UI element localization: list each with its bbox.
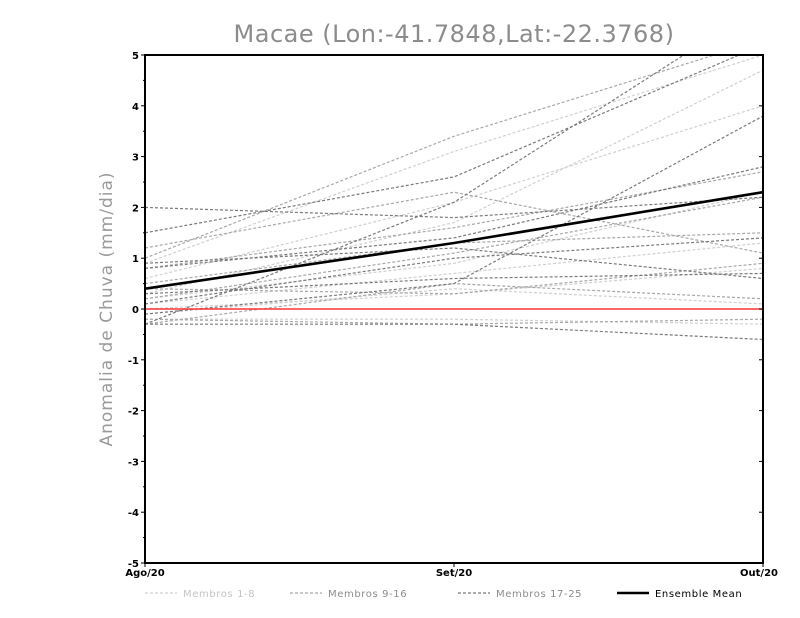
member-line-9 [145,55,717,259]
member-line-5 [145,267,763,310]
x-axis-ticks: Ago/20 Set/20 Out/20 [125,563,778,579]
legend: Membros 1-8 Membros 9-16 Membros 17-25 Ense… [145,589,742,600]
y-tick-label: -3 [128,457,139,468]
member-line-2 [145,69,763,295]
member-line-10 [145,171,763,269]
y-axis-ticks: -5 -4 -3 -2 -1 0 1 2 3 4 5 [128,51,763,570]
legend-label: Ensemble Mean [655,589,742,600]
legend-label: Membros 1-8 [183,589,255,600]
member-line-7 [145,105,763,280]
member-line-23 [145,272,763,295]
legend-label: Membros 17-25 [496,589,582,600]
member-line-8 [145,318,763,325]
legend-label: Membros 9-16 [328,589,407,600]
y-tick-label: -1 [128,356,139,367]
y-tick-label: -5 [128,559,139,570]
y-tick-label: -4 [128,508,139,519]
x-tick-label: Set/20 [436,568,472,579]
y-tick-label: 5 [132,51,139,62]
member-line-17 [145,196,763,219]
y-tick-label: 0 [132,305,139,316]
y-tick-label: 1 [132,254,139,265]
member-line-22 [145,115,763,315]
x-tick-label: Out/20 [740,568,778,579]
member-line-11 [145,196,763,300]
member-line-16 [145,318,763,325]
y-tick-label: -2 [128,407,139,418]
series-layer [145,55,763,341]
member-line-13 [145,262,763,295]
member-line-20 [145,166,763,269]
y-tick-label: 2 [132,203,139,214]
member-line-24 [145,323,763,341]
member-line-19 [145,55,685,325]
x-tick-label: Ago/20 [125,568,164,579]
member-line-21 [145,247,763,280]
y-tick-label: 3 [132,153,139,164]
member-line-4 [145,242,763,305]
y-axis-label: Anomalia de Chuva (mm/dia) [97,171,117,446]
chart-title: Macae (Lon:-41.7848,Lat:-22.3768) [234,20,675,48]
member-line-1 [145,55,763,264]
member-line-6 [145,288,763,315]
member-line-25 [145,237,763,305]
member-line-18 [145,55,741,234]
y-tick-label: 4 [132,102,139,113]
ensemble-mean-line [145,190,763,290]
